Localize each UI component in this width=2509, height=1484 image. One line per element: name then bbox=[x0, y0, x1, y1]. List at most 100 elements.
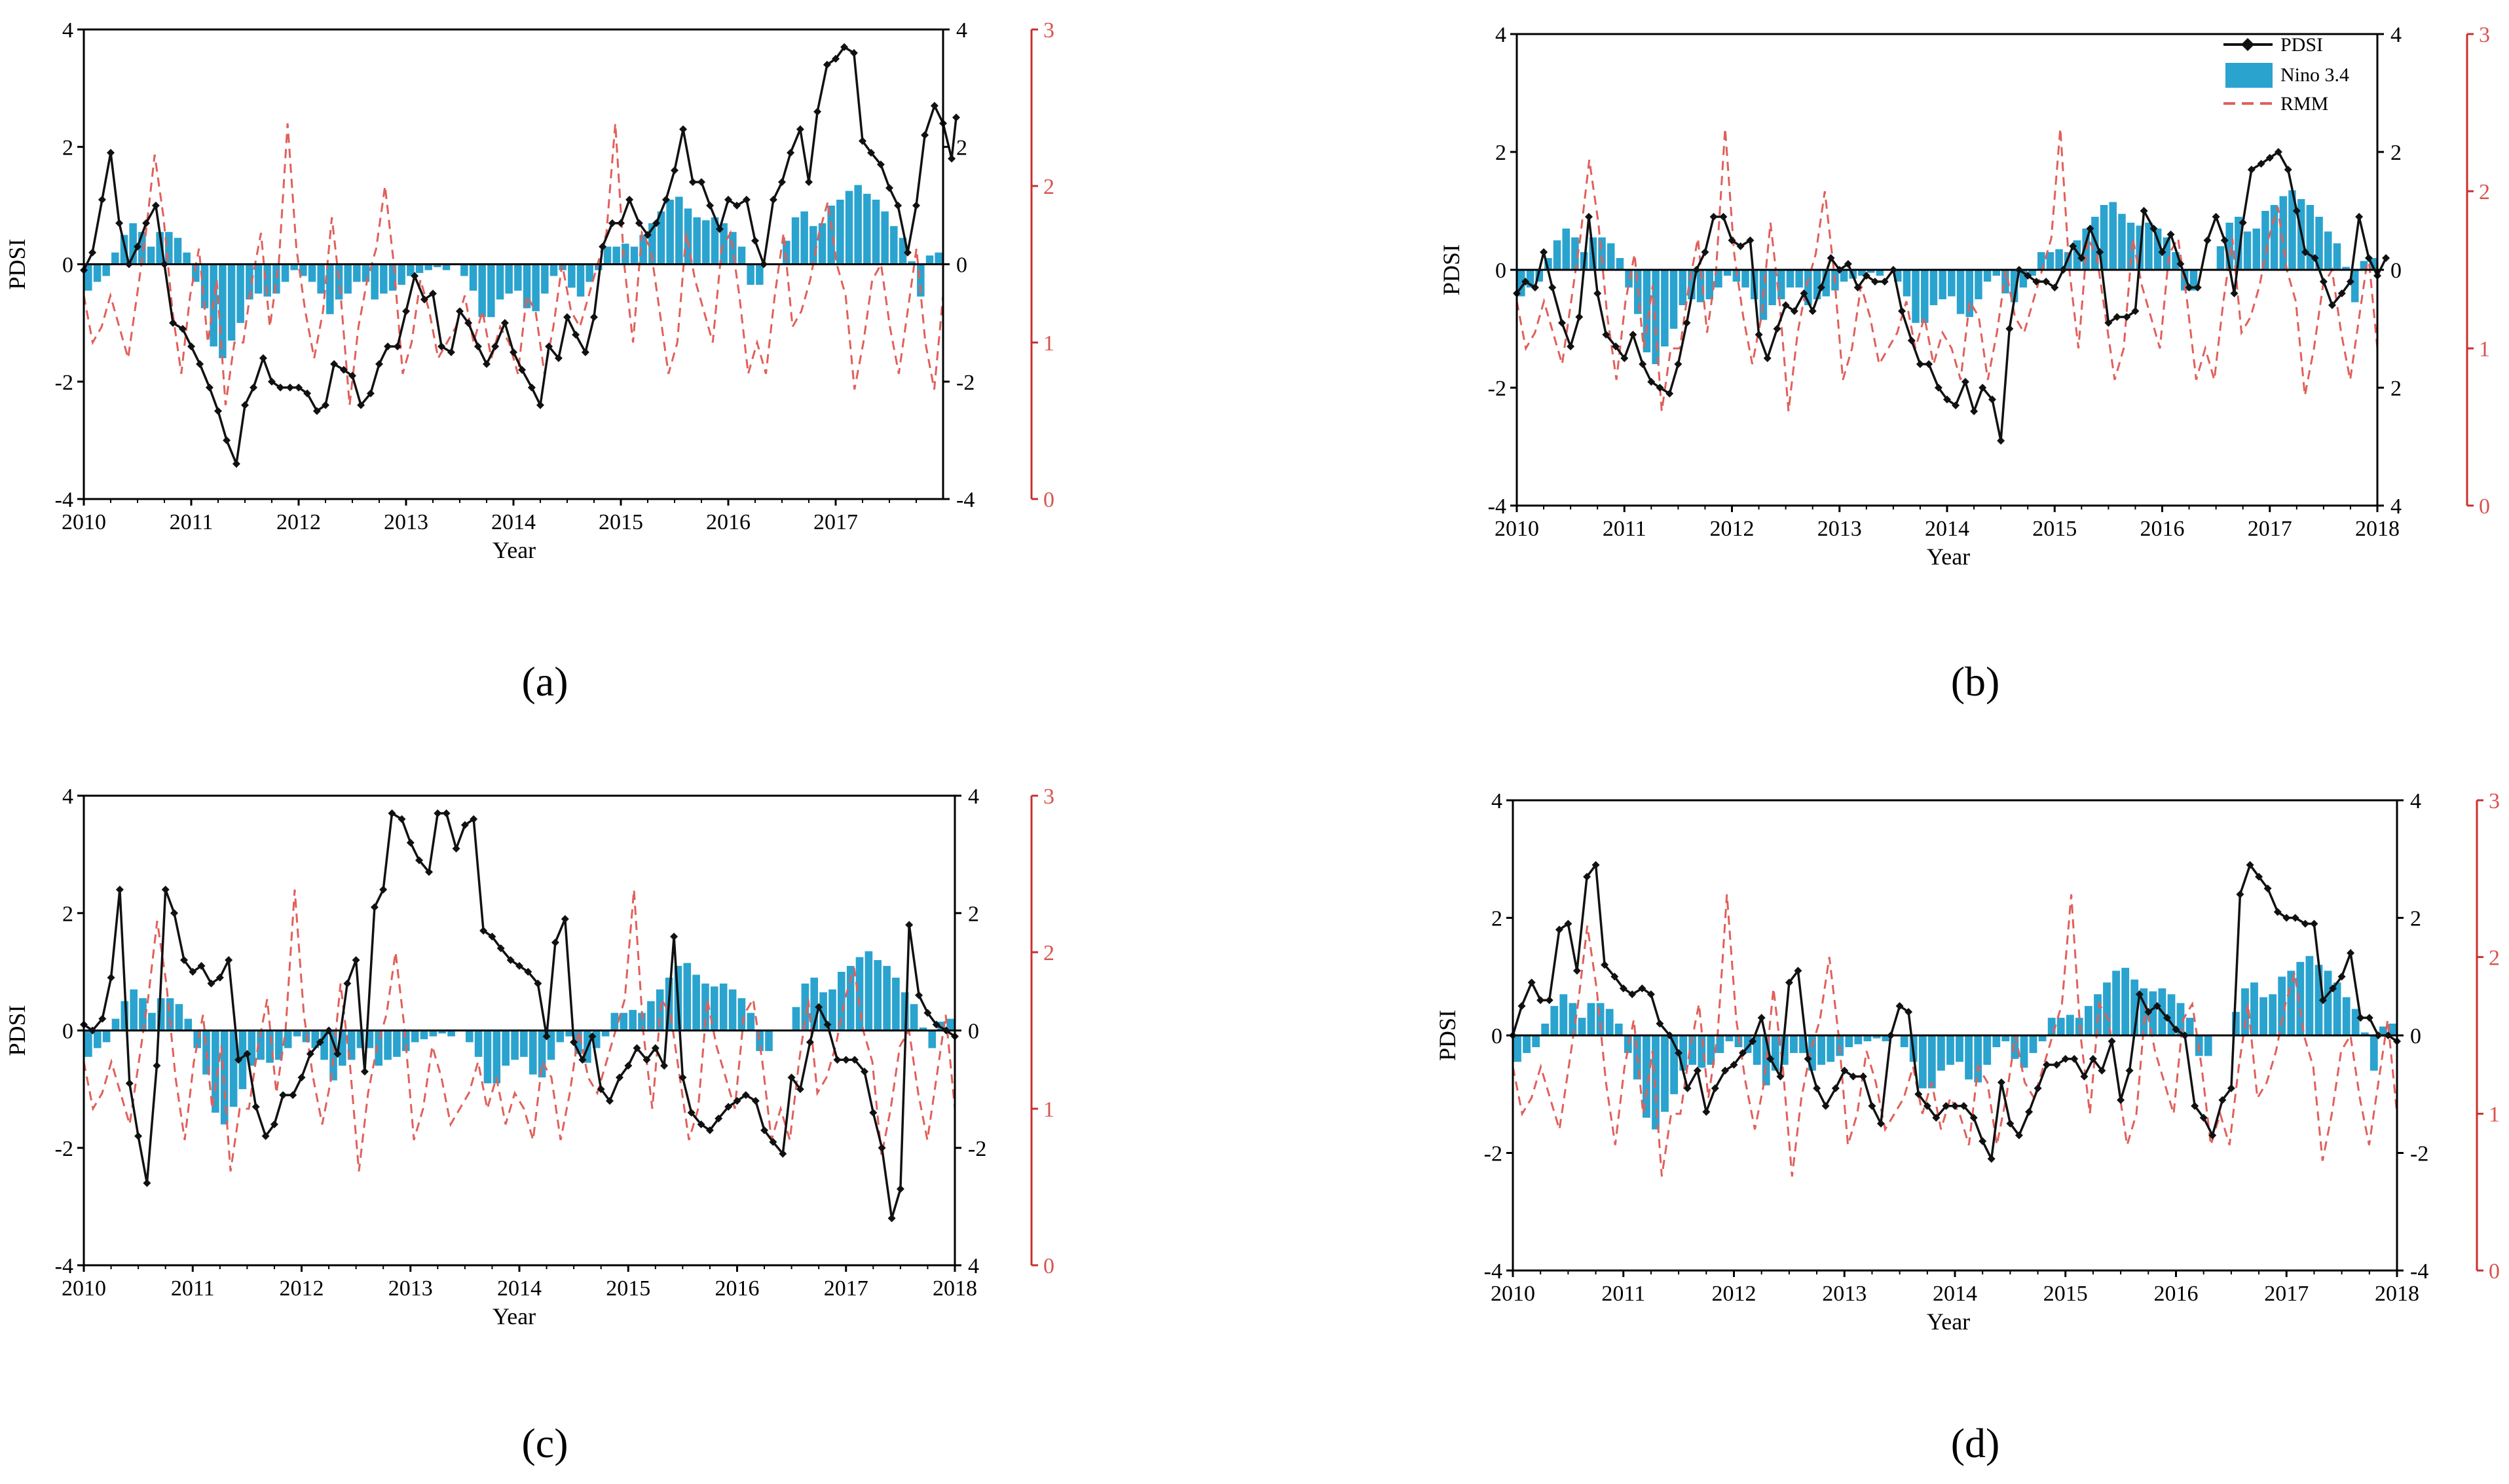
panel-b-nino-bar bbox=[1903, 270, 1911, 297]
panel-c-pdsi-marker bbox=[851, 1056, 859, 1064]
panel-a-pdsi-marker bbox=[456, 307, 464, 316]
panel-c-x-tick-label: 2016 bbox=[715, 1276, 760, 1301]
panel-b-nino-bar bbox=[1598, 237, 1606, 270]
panel-c-pdsi-marker bbox=[733, 1097, 741, 1105]
panel-a-x-tick-label: 2013 bbox=[384, 510, 428, 534]
panel-a-nino-bar bbox=[129, 223, 137, 265]
panel-a-nino-bar bbox=[657, 211, 665, 265]
panel-b-pdsi-marker bbox=[1639, 360, 1647, 368]
panel-d-pdsi-marker bbox=[1711, 1084, 1719, 1092]
panel-c-y-axis-label: PDSI bbox=[4, 1005, 30, 1056]
panel-c-nino-bar bbox=[937, 1022, 945, 1031]
panel-c-pdsi-marker bbox=[597, 1085, 605, 1094]
panel-a-pdsi-marker bbox=[688, 178, 697, 186]
panel-a-pdsi-marker bbox=[644, 231, 652, 239]
panel-d-pdsi-marker bbox=[1693, 1066, 1701, 1075]
panel-d-nino-bar bbox=[1882, 1035, 1890, 1041]
panel-a-pdsi-marker bbox=[787, 149, 795, 157]
panel-c-y-tick-label: 0 bbox=[62, 1020, 73, 1044]
panel-a-pdsi-marker bbox=[510, 348, 517, 356]
panel-a-pdsi-marker bbox=[751, 236, 759, 245]
panel-a-pdsi-marker bbox=[742, 195, 751, 204]
panel-b-pdsi-marker bbox=[2220, 236, 2229, 244]
panel-a-y2-tick-label: 2 bbox=[956, 136, 967, 160]
panel-b-pdsi-marker bbox=[1593, 289, 1602, 297]
panel-d-pdsi-marker bbox=[2135, 990, 2144, 999]
panel-d-nino-bar bbox=[1937, 1035, 1945, 1071]
panel-b-pdsi-marker bbox=[2337, 289, 2346, 297]
panel-a-pdsi-marker bbox=[366, 389, 375, 398]
panel-a-pdsi-marker bbox=[894, 201, 902, 210]
panel-c-nino-bar bbox=[365, 1030, 374, 1048]
panel-c-pdsi-marker bbox=[842, 1056, 850, 1064]
panel-c-nino-bar bbox=[393, 1030, 401, 1057]
panel-d-pdsi-marker bbox=[1876, 1119, 1885, 1128]
panel-d-y2-tick-label: 4 bbox=[2410, 789, 2421, 813]
panel-c-pdsi-marker bbox=[161, 885, 170, 894]
panel-c-nino-bar bbox=[638, 1012, 646, 1031]
panel-a-pdsi-marker bbox=[778, 178, 786, 186]
panel-b-x-tick-label: 2016 bbox=[2140, 517, 2185, 541]
panel-b-nino-bar bbox=[2055, 249, 2063, 270]
panel-c-y2-tick-label: -2 bbox=[968, 1137, 986, 1161]
panel-d-pdsi-marker bbox=[1610, 973, 1619, 981]
panel-a-pdsi-marker bbox=[715, 225, 724, 233]
panel-d-x-tick-label: 2011 bbox=[1601, 1282, 1645, 1306]
panel-c-pdsi-marker bbox=[125, 1079, 134, 1088]
panel-c-nino-bar bbox=[275, 1030, 283, 1060]
panel-c-pdsi-marker bbox=[479, 927, 488, 935]
panel-c-nino-bar bbox=[329, 1030, 337, 1081]
panel-d-y2-tick-label: 2 bbox=[2410, 907, 2421, 931]
panel-c-y2-tick-label: 4 bbox=[968, 1254, 979, 1278]
panel-a-pdsi-marker bbox=[348, 371, 356, 380]
panel-c-pdsi-marker bbox=[815, 1003, 823, 1011]
panel-a-pdsi-marker bbox=[805, 178, 813, 186]
panel-c-pdsi-marker bbox=[915, 991, 923, 999]
panel-b-pdsi-marker bbox=[1862, 272, 1870, 280]
panel-b-y3-tick-label: 0 bbox=[2479, 494, 2490, 519]
panel-d-nino-bar bbox=[1900, 1035, 1908, 1047]
panel-b-pdsi-marker bbox=[2292, 207, 2301, 215]
panel-c-pdsi-marker bbox=[379, 885, 388, 894]
panel-d-pdsi-marker bbox=[2310, 919, 2318, 928]
panel-a-pdsi-marker bbox=[671, 166, 678, 175]
panel-d-nino-bar bbox=[1790, 1035, 1798, 1053]
panel-a-nino-bar bbox=[756, 264, 764, 285]
panel-d-nino-bar bbox=[2047, 1018, 2056, 1035]
panel-d-y-tick-label: 4 bbox=[1491, 789, 1502, 813]
panel-d-pdsi-marker bbox=[1628, 990, 1637, 999]
panel-c-pdsi-marker bbox=[360, 1067, 369, 1076]
panel-c-x-tick-label: 2015 bbox=[606, 1276, 650, 1301]
panel-d-nino-bar bbox=[2020, 1035, 2028, 1068]
panel-a-pdsi-marker bbox=[823, 60, 831, 69]
panel-d-pdsi-marker bbox=[1683, 1084, 1692, 1092]
panel-b-nino-bar bbox=[1688, 270, 1696, 299]
panel-a-nino-bar bbox=[523, 264, 531, 308]
panel-b-pdsi-marker bbox=[1997, 437, 2005, 445]
panel-c-x-axis-label: Year bbox=[493, 1303, 536, 1329]
panel-c-y2-tick-label: 2 bbox=[968, 902, 979, 926]
panel-c-pdsi-marker bbox=[189, 967, 197, 976]
panel-d-x-axis-label: Year bbox=[1927, 1308, 1970, 1335]
panel-c-y2-tick-label: 4 bbox=[968, 785, 979, 809]
panel-a-pdsi-marker bbox=[849, 48, 858, 57]
panel-a-pdsi-marker bbox=[760, 260, 768, 269]
panel-a-pdsi-marker bbox=[483, 360, 491, 368]
panel-b-nino-bar bbox=[1948, 270, 1956, 297]
panel-d-nino-bar bbox=[1927, 1035, 1936, 1088]
panel-c-nino-bar bbox=[429, 1030, 437, 1037]
panel-a-pdsi-marker bbox=[187, 343, 195, 350]
panel-a-nino-bar bbox=[254, 264, 263, 294]
panel-b-nino-bar bbox=[2163, 237, 2171, 270]
panel-d-nino-bar bbox=[1569, 1003, 1577, 1035]
panel-b-y-tick-label: 2 bbox=[1495, 141, 1506, 165]
panel-a-pdsi-marker bbox=[724, 195, 732, 204]
panel-d-pdsi-marker bbox=[1804, 1054, 1812, 1063]
legend-pdsi-label: PDSI bbox=[2280, 34, 2323, 56]
panel-d-nino-bar bbox=[2056, 1018, 2065, 1035]
panel-b-pdsi-marker bbox=[1970, 407, 1979, 415]
panel-d-pdsi-marker bbox=[2337, 973, 2346, 981]
panel-a-y3-tick-label: 1 bbox=[1043, 331, 1054, 356]
panel-d-nino-bar bbox=[2038, 1035, 2047, 1041]
panel-a-nino-bar bbox=[890, 226, 898, 265]
